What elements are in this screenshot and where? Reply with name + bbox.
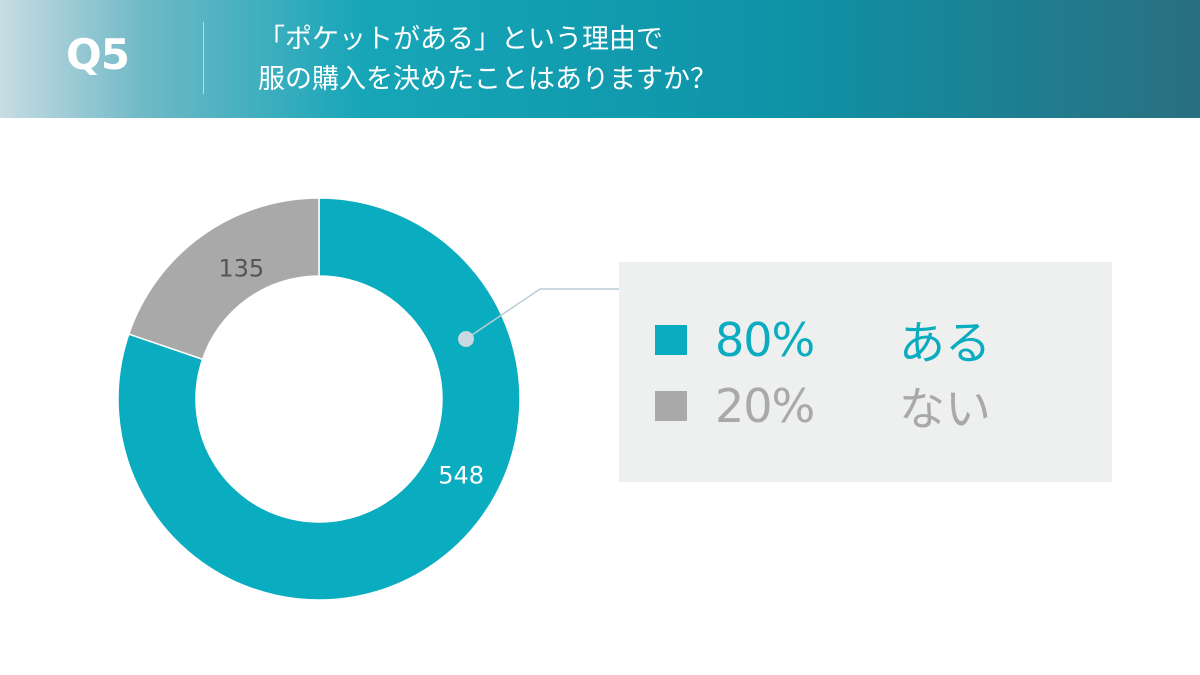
legend-percent-aru: 80%: [715, 313, 815, 367]
legend-item-aru: 80% ある: [655, 310, 991, 370]
question-line-1: 「ポケットがある」という理由で: [258, 24, 663, 55]
donut-value-label-aru: 548: [438, 462, 484, 490]
donut-slice-aru: [117, 197, 521, 601]
question-number: Q5: [66, 30, 130, 79]
leader-dot-start: [458, 331, 474, 347]
donut-value-label-nai: 135: [218, 255, 264, 283]
question-text: 「ポケットがある」という理由で 服の購入を決めたことはありますか？: [258, 20, 717, 100]
legend-swatch-aru: [655, 325, 687, 355]
question-line-2: 服の購入を決めたことはありますか？: [258, 64, 717, 95]
donut-slice-nai: [127, 197, 320, 361]
legend-item-nai: 20% ない: [655, 376, 991, 436]
legend-label-nai: ない: [899, 382, 991, 436]
header-divider: [203, 22, 204, 94]
leader-line: [465, 288, 648, 340]
legend-panel: 80% ある 20% ない: [619, 262, 1112, 482]
legend-swatch-nai: [655, 391, 687, 421]
legend-label-aru: ある: [899, 316, 991, 370]
question-header: Q5 「ポケットがある」という理由で 服の購入を決めたことはありますか？: [0, 0, 1200, 118]
legend-percent-nai: 20%: [715, 379, 815, 433]
